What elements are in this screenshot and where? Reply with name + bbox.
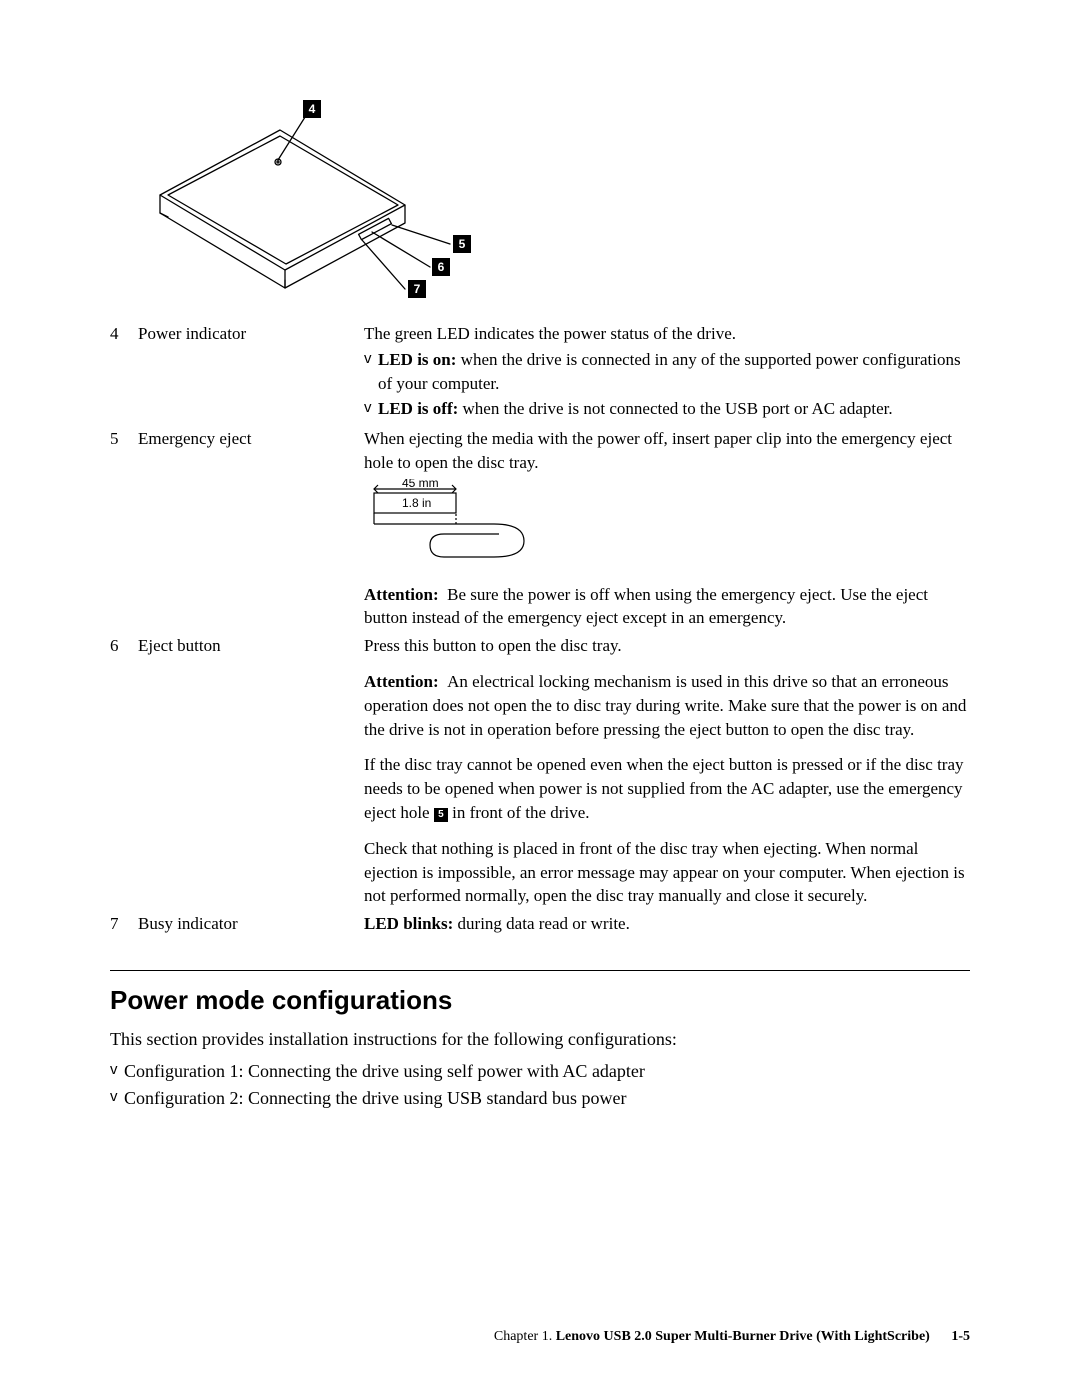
- legend-desc: The green LED indicates the power status…: [364, 322, 970, 427]
- para-text: in front of the drive.: [448, 803, 590, 822]
- attention-label: Attention:: [364, 585, 439, 604]
- config-item-1: v Configuration 1: Connecting the drive u…: [110, 1058, 970, 1085]
- callout-4: 4: [303, 100, 321, 118]
- bullet-led-off: v LED is off: when the drive is not conn…: [364, 397, 970, 421]
- legend-desc: LED blinks: during data read or write.: [364, 912, 970, 940]
- eject-check-para: Check that nothing is placed in front of…: [364, 837, 970, 908]
- legend-row-5: 5 Emergency eject When ejecting the medi…: [110, 427, 970, 634]
- bullet-char: v: [364, 348, 372, 369]
- bullet-char: v: [110, 1086, 118, 1109]
- desc-rest: during data read or write.: [453, 914, 630, 933]
- desc-bold: LED blinks:: [364, 914, 453, 933]
- footer-title: Lenovo USB 2.0 Super Multi-Burner Drive …: [556, 1329, 930, 1344]
- footer-pagenum: 1-5: [951, 1329, 970, 1344]
- device-illustration: [140, 100, 460, 310]
- footer-chapter: Chapter 1.: [494, 1329, 552, 1344]
- desc-text: The green LED indicates the power status…: [364, 324, 736, 343]
- legend-desc: When ejecting the media with the power o…: [364, 427, 970, 634]
- legend-row-7: 7 Busy indicator LED blinks: during data…: [110, 912, 970, 940]
- legend-label: Emergency eject: [138, 427, 364, 634]
- legend-row-6: 6 Eject button Press this button to open…: [110, 634, 970, 912]
- bullet-led-on: v LED is on: when the drive is connected…: [364, 348, 970, 396]
- callout-6: 6: [432, 258, 450, 276]
- config-list: v Configuration 1: Connecting the drive u…: [110, 1058, 970, 1112]
- disc-tray-para: If the disc tray cannot be opened even w…: [364, 753, 970, 824]
- section-rule: [110, 970, 970, 971]
- config-item-2: v Configuration 2: Connecting the drive u…: [110, 1085, 970, 1112]
- attention-para: Attention: An electrical locking mechani…: [364, 670, 970, 741]
- bullet-char: v: [364, 397, 372, 418]
- desc-text: When ejecting the media with the power o…: [364, 429, 952, 472]
- paperclip-figure: 45 mm 1.8 in: [364, 479, 970, 571]
- legend-num: 5: [110, 427, 138, 634]
- section-heading: Power mode configurations: [110, 985, 970, 1016]
- bullet-rest: when the drive is not connected to the U…: [458, 399, 892, 418]
- attention-text: Be sure the power is off when using the …: [364, 585, 928, 628]
- svg-text:45 mm: 45 mm: [402, 479, 439, 490]
- legend-label: Busy indicator: [138, 912, 364, 940]
- section-intro: This section provides installation instr…: [110, 1026, 970, 1052]
- bullet-bold: LED is off:: [378, 399, 458, 418]
- config-text: Configuration 2: Connecting the drive us…: [124, 1088, 626, 1108]
- callout-5: 5: [453, 235, 471, 253]
- inline-callout-5: 5: [434, 808, 448, 822]
- legend-num: 6: [110, 634, 138, 912]
- bullet-rest: when the drive is connected in any of th…: [378, 350, 961, 393]
- callout-7: 7: [408, 280, 426, 298]
- bullet-bold: LED is on:: [378, 350, 456, 369]
- page-footer: Chapter 1. Lenovo USB 2.0 Super Multi-Bu…: [494, 1329, 970, 1345]
- page: 4 5 6 7 4 Power indicator The green LED …: [0, 0, 1080, 1397]
- legend-table: 4 Power indicator The green LED indicate…: [110, 322, 970, 940]
- attention-para: Attention: Be sure the power is off when…: [364, 583, 970, 631]
- bullet-char: v: [110, 1059, 118, 1082]
- legend-label: Eject button: [138, 634, 364, 912]
- device-figure: 4 5 6 7: [140, 100, 970, 310]
- legend-num: 7: [110, 912, 138, 940]
- legend-label: Power indicator: [138, 322, 364, 427]
- attention-label: Attention:: [364, 672, 439, 691]
- config-text: Configuration 1: Connecting the drive us…: [124, 1061, 645, 1081]
- desc-text: Press this button to open the disc tray.: [364, 636, 622, 655]
- legend-row-4: 4 Power indicator The green LED indicate…: [110, 322, 970, 427]
- svg-text:1.8 in: 1.8 in: [402, 496, 431, 510]
- legend-num: 4: [110, 322, 138, 427]
- attention-text: An electrical locking mechanism is used …: [364, 672, 966, 739]
- legend-desc: Press this button to open the disc tray.…: [364, 634, 970, 912]
